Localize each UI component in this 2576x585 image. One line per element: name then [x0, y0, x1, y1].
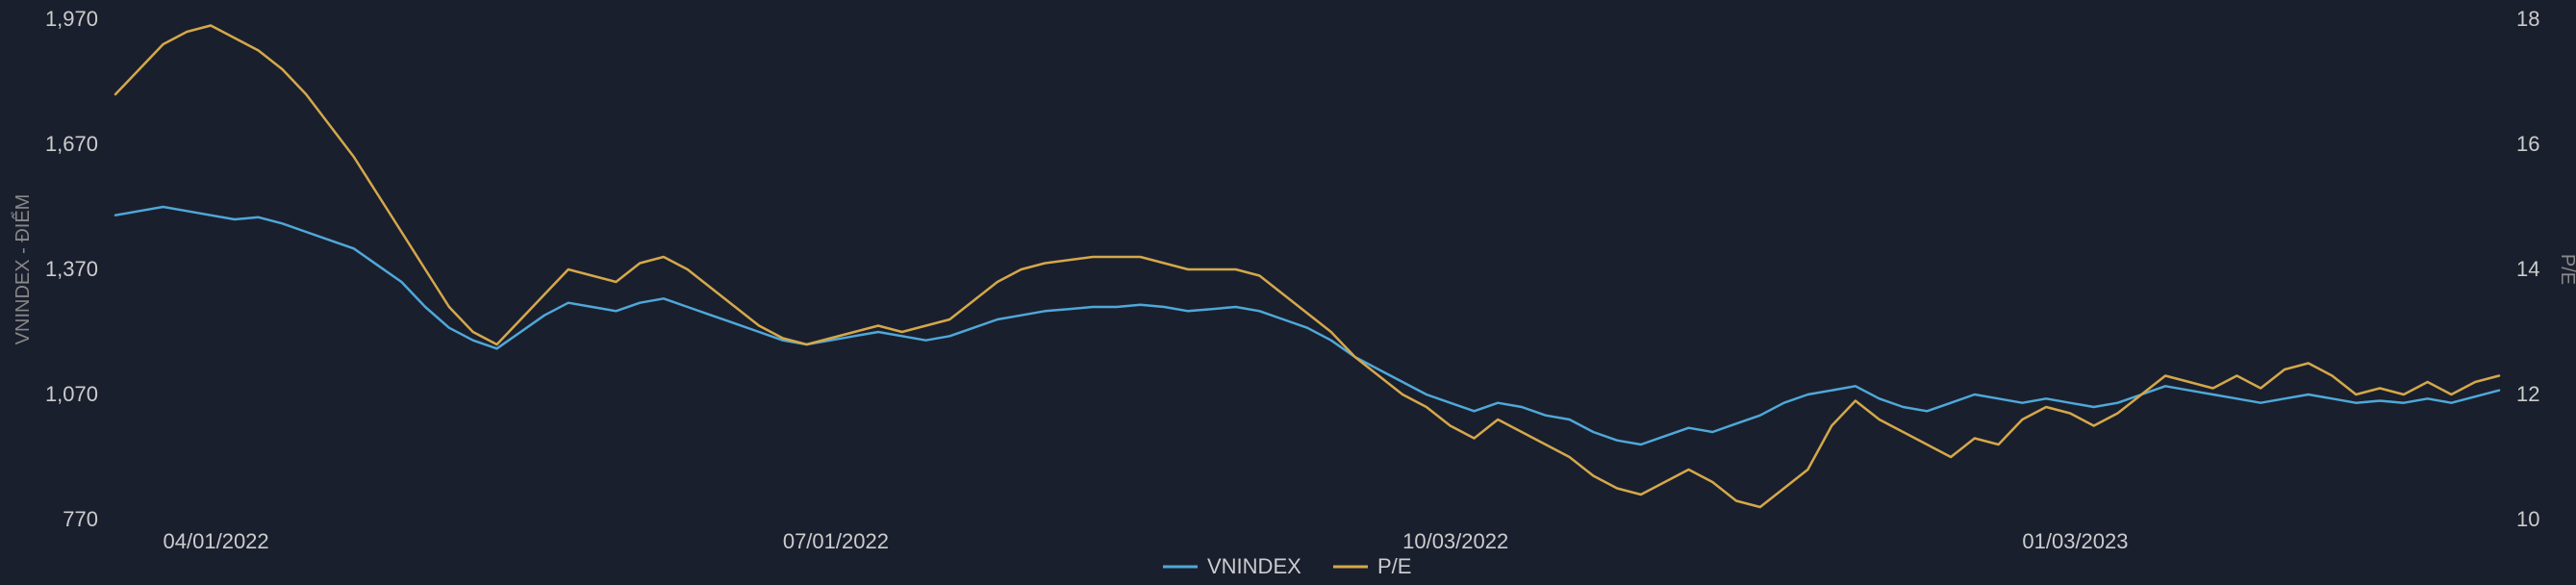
x-tick-label: 04/01/2022: [164, 529, 269, 553]
chart-svg: 770 1,070 1,370 1,670 1,970 10 12 14 16 18 VNINDEX…: [0, 0, 2576, 585]
y-right-tick-label: 18: [2516, 7, 2539, 31]
y-right-tick-label: 14: [2516, 257, 2539, 281]
y-right-tick-label: 10: [2516, 507, 2539, 531]
chart-background: [0, 0, 2576, 585]
y-right-tick-label: 12: [2516, 382, 2539, 406]
x-tick-label: 01/03/2023: [2022, 529, 2128, 553]
x-tick-label: 07/01/2022: [783, 529, 889, 553]
legend-label: VNINDEX: [1207, 554, 1301, 578]
y-left-tick-label: 770: [63, 507, 98, 531]
y-left-title: VNINDEX - ĐIỂM: [12, 194, 34, 345]
y-left-tick-label: 1,070: [45, 382, 98, 406]
x-tick-label: 10/03/2022: [1402, 529, 1508, 553]
legend-label: P/E: [1377, 554, 1411, 578]
y-left-tick-label: 1,970: [45, 7, 98, 31]
chart-container: 770 1,070 1,370 1,670 1,970 10 12 14 16 18 VNINDEX…: [0, 0, 2576, 585]
y-left-tick-label: 1,670: [45, 132, 98, 156]
y-left-tick-label: 1,370: [45, 257, 98, 281]
y-right-tick-label: 16: [2516, 132, 2539, 156]
y-right-title: P/E: [2557, 254, 2576, 285]
